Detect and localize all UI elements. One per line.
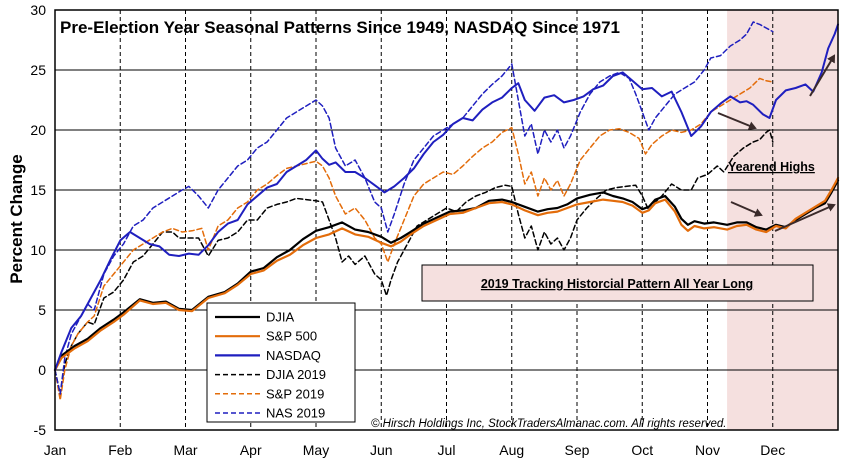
arrow-icon bbox=[809, 54, 836, 97]
legend-entry: S&P 2019 bbox=[266, 386, 324, 401]
x-tick-label: Sep bbox=[565, 442, 590, 458]
x-tick-label: Aug bbox=[499, 442, 524, 458]
legend: DJIA S&P 500 NASDAQ DJIA 2019 S&P 2019 NAS 20… bbox=[206, 302, 356, 423]
x-tick-label: Nov bbox=[695, 442, 720, 458]
arrow-icon bbox=[774, 203, 836, 232]
yearend-note: Yearend Highs bbox=[728, 160, 815, 174]
x-tick-label: Feb bbox=[108, 442, 132, 458]
legend-entry: NASDAQ bbox=[266, 348, 321, 363]
x-tick-label: May bbox=[303, 442, 329, 458]
arrow-icon bbox=[730, 201, 763, 217]
plot-frame bbox=[54, 9, 839, 431]
y-tick-label: 5 bbox=[38, 302, 46, 318]
tracking-note-text: 2019 Tracking Historcial Pattern All Yea… bbox=[481, 277, 753, 291]
x-tick-label: Jan bbox=[44, 442, 67, 458]
y-tick-label: 25 bbox=[30, 62, 46, 78]
legend-entry: DJIA bbox=[266, 310, 295, 325]
tracking-note-box: 2019 Tracking Historcial Pattern All Yea… bbox=[421, 264, 814, 302]
y-tick-label: 10 bbox=[30, 242, 46, 258]
arrow-icon bbox=[717, 112, 757, 130]
y-tick-label: 30 bbox=[30, 2, 46, 18]
tick-labels: -5 0 5 10 15 20 25 30 Jan Feb Mar Apr May Jun Jul Aug Se… bbox=[30, 2, 785, 458]
y-tick-label: 15 bbox=[30, 182, 46, 198]
series-line-s-p-500 bbox=[53, 176, 840, 372]
legend-entry: S&P 500 bbox=[266, 329, 317, 344]
x-tick-label: Jun bbox=[370, 442, 393, 458]
series-line-nasdaq bbox=[54, 23, 839, 371]
x-tick-label: Dec bbox=[760, 442, 785, 458]
y-tick-label: 20 bbox=[30, 122, 46, 138]
x-tick-label: Apr bbox=[240, 442, 262, 458]
series-line-nas-2019 bbox=[54, 21, 774, 395]
legend-entry: NAS 2019 bbox=[266, 406, 325, 421]
y-tick-label: -5 bbox=[34, 422, 47, 438]
chart-title: Pre-Election Year Seasonal Patterns Sinc… bbox=[60, 18, 620, 37]
series-line-s-p-2019 bbox=[54, 77, 774, 401]
copyright-note: © Hirsch Holdings Inc, StockTradersAlman… bbox=[371, 418, 727, 430]
x-tick-label: Jul bbox=[438, 442, 456, 458]
series-layer bbox=[53, 21, 840, 401]
y-axis-label: Percent Change bbox=[7, 154, 26, 283]
y-tick-label: 0 bbox=[38, 362, 46, 378]
x-tick-label: Oct bbox=[631, 442, 653, 458]
series-line-djia-2019 bbox=[54, 129, 774, 395]
annotation-arrows bbox=[717, 54, 836, 232]
legend-entry: DJIA 2019 bbox=[266, 367, 326, 382]
x-tick-label: Mar bbox=[173, 442, 197, 458]
